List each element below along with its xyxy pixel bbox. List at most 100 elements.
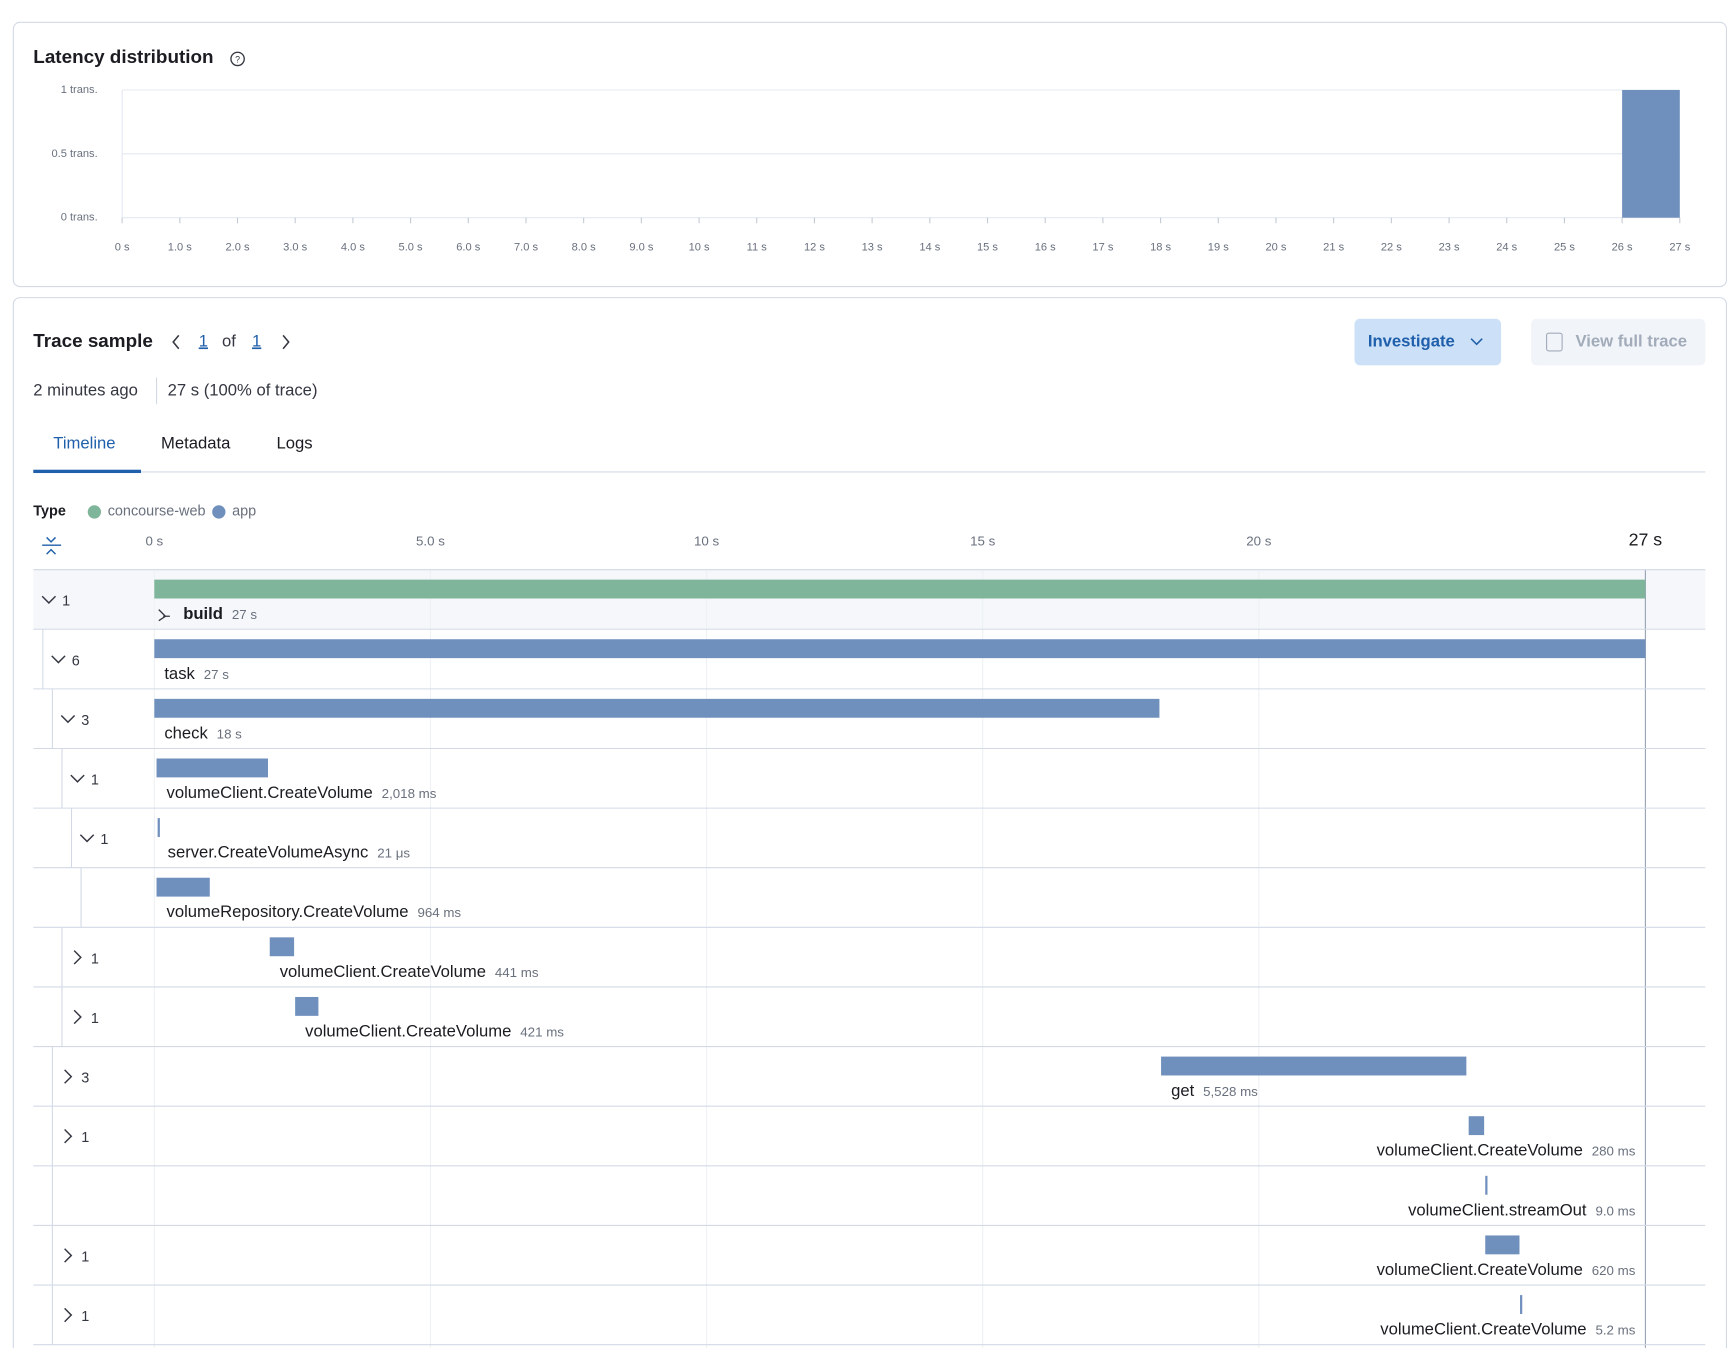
pager-text: of: [222, 331, 236, 350]
span-label: volumeClient.CreateVolume 5.2 ms: [1380, 1320, 1635, 1339]
span-bar[interactable]: [154, 698, 1160, 718]
x-tick-label: 9.0 s: [629, 242, 654, 254]
trace-duration: 27 s (100% of trace): [168, 380, 318, 399]
page-link[interactable]: 1: [199, 331, 208, 350]
child-count: 1: [81, 1130, 89, 1146]
span-label: check 18 s: [164, 724, 242, 743]
span-bar[interactable]: [156, 877, 210, 897]
y-tick-label: 0.5 trans.: [51, 148, 97, 160]
next-button[interactable]: [282, 334, 290, 350]
span-bar[interactable]: [154, 639, 1646, 659]
toggle[interactable]: [64, 1129, 73, 1144]
child-count: 1: [91, 1011, 99, 1027]
span-bar[interactable]: [295, 996, 319, 1016]
x-tick-label: 26 s: [1612, 242, 1633, 254]
span-name: server.CreateVolumeAsync: [168, 843, 369, 862]
panel-title: Trace sample: [33, 330, 153, 351]
tab-underline: [33, 469, 142, 474]
toggle[interactable]: [70, 774, 85, 783]
span-duration: 21 μs: [377, 845, 410, 860]
page-link[interactable]: 1: [252, 331, 261, 350]
service-icon: [158, 609, 170, 622]
x-tick-label: 5.0 s: [399, 242, 424, 254]
timeline-tick-label: 15 s: [970, 533, 996, 548]
span-bar[interactable]: [1161, 1056, 1467, 1076]
span-duration: 280 ms: [1592, 1143, 1636, 1158]
legend-label: app: [232, 504, 256, 520]
x-tick-label: 3.0 s: [283, 242, 308, 254]
toggle[interactable]: [41, 595, 57, 604]
x-tick-label: 27 s: [1669, 242, 1690, 254]
span-label: build 27 s: [183, 605, 257, 624]
view-full-trace-button[interactable]: View full trace: [1531, 318, 1706, 366]
panel-title: Latency distribution: [33, 46, 213, 67]
span-bar[interactable]: [269, 937, 295, 957]
x-tick-label: 16 s: [1035, 242, 1056, 254]
toggle[interactable]: [73, 1009, 82, 1025]
tab[interactable]: Metadata: [161, 434, 231, 453]
legend-dot: [87, 505, 102, 519]
span-duration: 421 ms: [520, 1024, 564, 1039]
legend-title: Type: [33, 504, 66, 520]
toggle[interactable]: [73, 950, 82, 965]
toggle[interactable]: [64, 1307, 73, 1323]
span-duration: 27 s: [232, 607, 258, 622]
span-duration: 18 s: [217, 726, 243, 741]
span-name: get: [1171, 1082, 1195, 1101]
span-duration: 27 s: [204, 666, 230, 681]
x-tick-label: 18 s: [1150, 242, 1171, 254]
x-tick-label: 19 s: [1208, 242, 1229, 254]
tab[interactable]: Timeline: [53, 434, 115, 453]
span-name: volumeClient.CreateVolume: [1380, 1320, 1586, 1339]
span-name: check: [164, 724, 208, 743]
x-tick-label: 25 s: [1554, 242, 1575, 254]
timeline-tick-label: 5.0 s: [416, 533, 445, 548]
span-label: volumeClient.CreateVolume 280 ms: [1377, 1141, 1636, 1160]
tab[interactable]: Logs: [276, 434, 312, 453]
timeline-tick-label: 10 s: [694, 533, 720, 548]
span-name: volumeClient.CreateVolume: [167, 783, 373, 802]
child-count: 6: [72, 653, 80, 669]
prev-button[interactable]: [172, 334, 180, 350]
span-bar[interactable]: [157, 818, 160, 837]
span-bar[interactable]: [154, 579, 1646, 599]
span-name: task: [164, 664, 195, 683]
span-duration: 5.2 ms: [1595, 1322, 1635, 1337]
span-bar[interactable]: [156, 758, 268, 778]
span-name: volumeRepository.CreateVolume: [167, 903, 409, 922]
svg-text:?: ?: [235, 54, 240, 64]
toggle[interactable]: [64, 1248, 73, 1263]
x-tick-label: 1.0 s: [168, 242, 193, 254]
help-icon[interactable]: ?: [230, 51, 245, 67]
x-tick-label: 20 s: [1265, 242, 1286, 254]
legend-dot: [212, 505, 226, 519]
span-label: task 27 s: [164, 664, 229, 683]
x-tick-label: 7.0 s: [514, 242, 539, 254]
span-bar[interactable]: [1485, 1175, 1488, 1195]
y-tick-label: 0 trans.: [61, 212, 98, 224]
button-label: View full trace: [1575, 331, 1687, 350]
child-count: 1: [81, 1249, 89, 1265]
x-tick-label: 11 s: [747, 242, 768, 254]
span-bar[interactable]: [1485, 1235, 1520, 1255]
span-duration: 9.0 ms: [1595, 1203, 1635, 1218]
toggle[interactable]: [79, 834, 95, 843]
toggle[interactable]: [64, 1069, 73, 1084]
span-name: volumeClient.CreateVolume: [1377, 1260, 1583, 1279]
collapse-all-button[interactable]: [42, 536, 62, 555]
span-label: volumeClient.streamOut 9.0 ms: [1408, 1201, 1636, 1220]
toggle[interactable]: [51, 655, 66, 664]
investigate-button[interactable]: Investigate: [1354, 318, 1502, 366]
span-bar[interactable]: [1468, 1116, 1485, 1136]
span-bar[interactable]: [1520, 1295, 1523, 1314]
y-tick-label: 1 trans.: [61, 84, 98, 96]
histogram-bar: [1622, 90, 1680, 218]
span-duration: 5,528 ms: [1203, 1084, 1258, 1099]
span-name: build: [183, 605, 223, 624]
x-tick-label: 17 s: [1092, 242, 1113, 254]
child-count: 3: [81, 1071, 89, 1087]
span-name: volumeClient.CreateVolume: [280, 962, 486, 981]
toggle[interactable]: [60, 715, 76, 724]
x-tick-label: 24 s: [1496, 242, 1517, 254]
x-tick-label: 22 s: [1381, 242, 1402, 254]
